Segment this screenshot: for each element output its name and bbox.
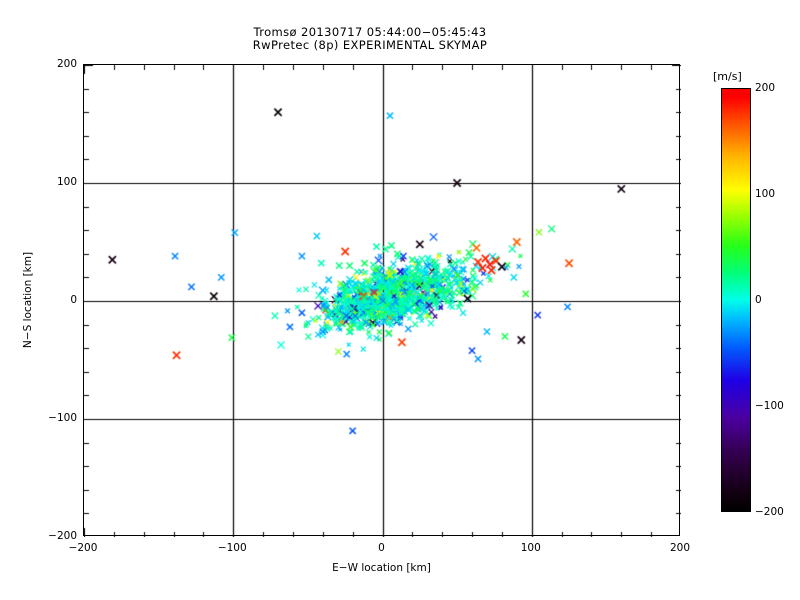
y-tick-label: −200 (48, 530, 77, 542)
colorbar (721, 88, 751, 512)
scatter-canvas (84, 65, 681, 537)
colorbar-unit-label: [m/s] (713, 70, 742, 83)
x-tick-label: −100 (217, 542, 247, 554)
colorbar-tick-label: 100 (755, 188, 776, 200)
y-axis-label: N−S location [km] (22, 251, 34, 349)
x-tick-label: 0 (378, 542, 385, 554)
y-tick-label: 0 (70, 294, 77, 306)
x-tick-label: 100 (520, 542, 541, 554)
colorbar-tick-label: −100 (755, 400, 784, 412)
y-tick-label: 100 (56, 176, 77, 188)
plot-area (83, 64, 681, 537)
x-axis-label: E−W location [km] (332, 562, 431, 574)
y-tick-label: 200 (56, 58, 77, 70)
title-line-1: Tromsø 20130717 05:44:00−05:45:43 (253, 25, 487, 39)
title-line-2: RwPretec (8p) EXPERIMENTAL SKYMAP (252, 38, 488, 52)
figure-title: Tromsø 20130717 05:44:00−05:45:43 RwPret… (0, 26, 740, 52)
x-tick-label: −200 (68, 542, 98, 554)
y-tick-label: −100 (48, 412, 77, 424)
colorbar-tick-label: 0 (755, 294, 762, 306)
x-tick-label: 200 (669, 542, 691, 554)
colorbar-tick-label: −200 (755, 506, 784, 518)
colorbar-tick-label: 200 (755, 82, 776, 94)
